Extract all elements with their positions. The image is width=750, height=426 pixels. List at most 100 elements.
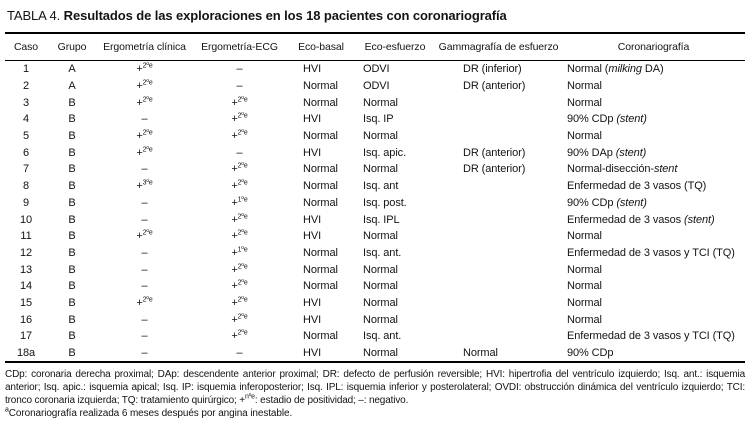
cell-eco-basal: Normal — [303, 80, 338, 93]
table-row: 2 A +2ºe – Normal ODVI DR (anterior) Normal — [5, 78, 745, 95]
table-row: 7 B – +2ºe Normal Normal DR (anterior) Normal-d… — [5, 161, 745, 178]
cell-gammagrafia — [435, 228, 562, 245]
cell-coronariografia: 90% CDp (stent) — [567, 113, 647, 126]
table-row: 11 B +2ºe +2ºe HVI Normal Normal — [5, 228, 745, 245]
cell-gammagrafia — [435, 128, 562, 145]
cell-gammagrafia — [435, 195, 562, 212]
cell-ergometria-clinica: – — [141, 196, 148, 209]
cell-eco-esfuerzo: Normal — [363, 313, 398, 326]
cell-coronariografia: Normal (milking DA) — [567, 63, 664, 76]
cell-caso: 14 — [19, 280, 33, 293]
cell-eco-esfuerzo: Normal — [363, 296, 398, 309]
cell-gammagrafia — [435, 295, 562, 312]
cell-coronariografia: 90% DAp (stent) — [567, 146, 647, 159]
cell-caso: 7 — [22, 163, 30, 176]
table-number: TABLA 4. — [7, 8, 61, 23]
cell-grupo: B — [68, 113, 76, 126]
cell-eco-esfuerzo: Isq. apic. — [363, 146, 407, 159]
cell-gammagrafia: DR (inferior) — [463, 63, 522, 76]
cell-eco-esfuerzo: Isq. ant. — [363, 330, 402, 343]
table-row: 8 B +3ºe +2ºe Normal Isq. ant Enfermedad de 3 … — [5, 178, 745, 195]
cell-grupo: B — [68, 230, 76, 243]
table-row: 15 B +2ºe +2ºe HVI Normal Normal — [5, 295, 745, 312]
cell-ergometria-clinica: – — [141, 347, 148, 360]
table-row: 13 B – +2ºe Normal Normal Normal — [5, 261, 745, 278]
cell-ergometria-ecg: +2ºe — [231, 112, 248, 126]
table-header: Caso Grupo Ergometría clínica Ergometría… — [5, 34, 745, 61]
cell-coronariografia: Normal — [567, 80, 602, 93]
cell-eco-esfuerzo: Normal — [363, 230, 398, 243]
cell-eco-esfuerzo: Isq. post. — [363, 196, 407, 209]
table-row: 4 B – +2ºe HVI Isq. IP 90% CDp (stent) — [5, 111, 745, 128]
cell-eco-esfuerzo: Isq. ant — [363, 180, 399, 193]
cell-eco-esfuerzo: Normal — [363, 347, 398, 360]
cell-grupo: B — [68, 330, 76, 343]
col-header-grupo: Grupo — [47, 34, 97, 61]
cell-ergometria-ecg: +2ºe — [231, 262, 248, 276]
cell-grupo: B — [68, 96, 76, 109]
abbreviations-footnote: CDp: coronaria derecha proximal; DAp: de… — [5, 369, 745, 406]
table-row: 5 B +2ºe +2ºe Normal Normal Normal — [5, 128, 745, 145]
cell-ergometria-ecg: +2ºe — [231, 229, 248, 243]
cell-ergometria-clinica: – — [141, 313, 148, 326]
cell-caso: 16 — [19, 313, 33, 326]
cell-eco-basal: Normal — [303, 280, 338, 293]
cell-caso: 4 — [22, 113, 30, 126]
cell-coronariografia: Normal — [567, 230, 602, 243]
cell-gammagrafia — [435, 111, 562, 128]
table-row: 14 B – +2ºe Normal Normal Normal — [5, 278, 745, 295]
cell-eco-basal: HVI — [303, 146, 322, 159]
cell-eco-esfuerzo: Normal — [363, 96, 398, 109]
cell-caso: 15 — [19, 296, 33, 309]
cell-eco-basal: Normal — [303, 96, 338, 109]
cell-ergometria-ecg: +1ºe — [231, 246, 248, 259]
cell-caso: 8 — [22, 180, 30, 193]
top-rule — [5, 32, 745, 34]
col-header-gammagrafia: Gammagrafía de esfuerzo — [435, 34, 562, 61]
cell-grupo: B — [68, 347, 76, 360]
cell-grupo: B — [68, 196, 76, 209]
cell-eco-basal: Normal — [303, 130, 338, 143]
cell-ergometria-ecg: +2ºe — [231, 96, 248, 109]
cell-eco-esfuerzo: ODVI — [363, 63, 390, 76]
cell-gammagrafia — [435, 311, 562, 328]
cell-coronariografia: 90% CDp — [567, 347, 614, 360]
cell-eco-esfuerzo: Normal — [363, 263, 398, 276]
cell-caso: 2 — [22, 80, 30, 93]
cell-eco-basal: Normal — [303, 180, 338, 193]
table-caption: Resultados de las exploraciones en los 1… — [63, 8, 507, 23]
header-row: Caso Grupo Ergometría clínica Ergometría… — [5, 34, 745, 61]
cell-ergometria-clinica: +3ºe — [136, 179, 153, 193]
cell-gammagrafia — [435, 245, 562, 262]
cell-eco-esfuerzo: Normal — [363, 280, 398, 293]
cell-caso: 1 — [22, 63, 30, 76]
cell-grupo: B — [68, 146, 76, 159]
cell-gammagrafia — [435, 278, 562, 295]
cell-ergometria-clinica: +2ºe — [136, 129, 153, 143]
table-row: 3 B +2ºe +2ºe Normal Normal Normal — [5, 94, 745, 111]
cell-eco-basal: Normal — [303, 263, 338, 276]
cell-caso: 3 — [22, 96, 30, 109]
cell-ergometria-ecg: +2ºe — [231, 329, 248, 343]
cell-caso: 18a — [16, 347, 36, 360]
cell-caso: 10 — [19, 213, 33, 226]
cell-caso: 5 — [22, 130, 30, 143]
cell-gammagrafia: Normal — [463, 347, 498, 360]
cell-grupo: B — [68, 130, 76, 143]
col-header-ergometria-clinica: Ergometría clínica — [97, 34, 192, 61]
cell-caso: 17 — [19, 330, 33, 343]
cell-gammagrafia — [435, 261, 562, 278]
cell-eco-esfuerzo: Normal — [363, 163, 398, 176]
cell-coronariografia: Normal — [567, 263, 602, 276]
cell-ergometria-ecg: +2ºe — [231, 279, 248, 293]
cell-eco-basal: HVI — [303, 296, 322, 309]
cell-eco-basal: HVI — [303, 213, 322, 226]
cell-ergometria-ecg: +2ºe — [231, 296, 248, 309]
cell-eco-basal: HVI — [303, 347, 322, 360]
cell-eco-esfuerzo: ODVI — [363, 80, 390, 93]
cell-ergometria-clinica: – — [141, 213, 148, 226]
cell-coronariografia: Normal — [567, 313, 602, 326]
cell-ergometria-ecg: +2ºe — [231, 313, 248, 326]
cell-ergometria-clinica: +2ºe — [136, 79, 153, 93]
cell-eco-basal: Normal — [303, 163, 338, 176]
